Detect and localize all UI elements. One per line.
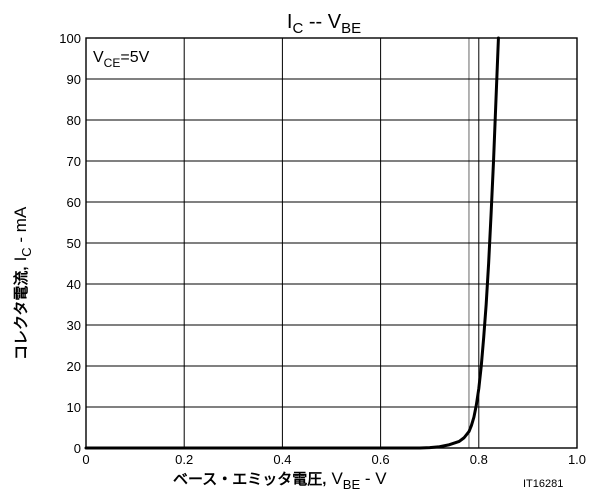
x-tick-label: 0.8 — [470, 452, 488, 467]
ic-vbe-curve — [84, 36, 500, 450]
grid-lines — [85, 37, 578, 449]
y-tick-label: 100 — [59, 31, 81, 46]
vce-annotation: VCE=5V — [93, 49, 150, 70]
y-tick-label: 0 — [74, 441, 81, 456]
y-tick-label: 70 — [67, 154, 81, 169]
x-tick-label: 0.4 — [273, 452, 291, 467]
tick-labels: 0 0.2 0.4 0.6 0.8 1.0 0 10 20 30 40 50 60 70 80 90 100 — [59, 31, 586, 467]
x-tick-label: 0 — [82, 452, 89, 467]
y-axis-label: コレクタ電流,IC - mA — [11, 206, 34, 360]
curve-layer — [84, 36, 500, 450]
y-tick-label: 60 — [67, 195, 81, 210]
y-tick-label: 40 — [67, 277, 81, 292]
x-tick-label: 0.6 — [372, 452, 390, 467]
y-tick-label: 30 — [67, 318, 81, 333]
y-tick-label: 50 — [67, 236, 81, 251]
y-tick-label: 90 — [67, 72, 81, 87]
x-tick-label: 0.2 — [175, 452, 193, 467]
figure-code: IT16281 — [523, 478, 563, 490]
y-tick-label: 20 — [67, 359, 81, 374]
chart-title: IC -- VBE — [287, 11, 361, 37]
x-tick-label: 1.0 — [568, 452, 586, 467]
y-tick-label: 80 — [67, 113, 81, 128]
y-tick-label: 10 — [67, 400, 81, 415]
x-axis-label: ベース・エミッタ電圧, VBE - V — [173, 469, 387, 492]
